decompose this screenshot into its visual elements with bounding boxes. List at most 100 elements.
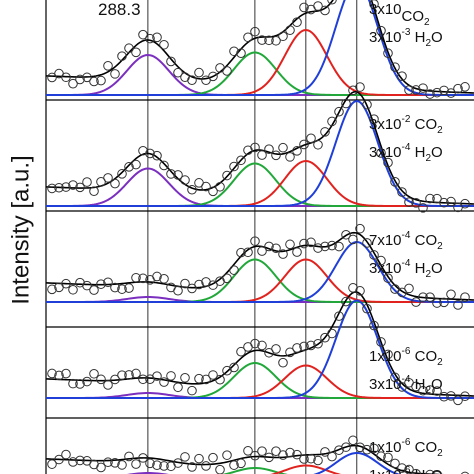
data-point [194,453,204,464]
data-point [75,74,85,85]
data-point [446,289,456,300]
data-point [341,442,351,452]
data-point [327,116,337,127]
data-point [124,370,134,380]
data-point [257,246,267,256]
data-point [236,346,246,357]
data-point [243,145,253,156]
data-point [327,451,337,462]
data-point [145,148,155,159]
data-point [425,292,435,302]
data-point [257,446,267,456]
data-point [229,460,239,470]
data-point [369,320,379,331]
data-point [215,374,225,385]
data-point [131,272,141,283]
y-axis-title: Intensity [a.u.] [2,120,42,340]
data-point [75,182,85,193]
data-point [110,282,120,293]
data-point [320,5,330,16]
data-point [47,368,57,379]
data-point [180,175,190,185]
data-point [299,238,309,249]
data-point [285,152,295,162]
condition-label: 3x10-3 H2O [369,27,443,49]
data-point [425,193,435,204]
data-point [82,177,92,187]
data-point [376,337,386,347]
data-point [89,186,99,197]
data-point [313,1,323,11]
data-point [306,237,316,248]
data-point [271,243,281,254]
condition-label: 1x10-6 CO2 [369,437,443,459]
data-point [299,2,309,13]
data-point [334,106,344,117]
condition-label: 1x10-6 CO2 [369,346,443,368]
data-point [187,462,197,472]
data-point [453,395,463,406]
data-point [236,458,246,469]
data-point [208,452,218,463]
data-point [89,76,99,87]
data-point [75,277,85,288]
data-point [110,374,120,385]
data-point [215,181,225,192]
data-point [145,33,155,44]
data-point [362,303,372,314]
data-point [355,286,365,296]
data-point [250,142,260,153]
data-point [159,461,169,471]
data-point [404,283,414,294]
data-point [362,444,372,455]
data-point [110,69,120,79]
data-point [292,146,302,156]
y-axis-label: Intensity [a.u.] [8,155,36,305]
data-point [96,279,106,289]
data-point [61,449,71,460]
data-point [194,373,204,384]
data-point [404,85,414,95]
data-point [411,297,421,307]
data-point [320,127,330,137]
spectrum-panel: 1x10-6 CO2 1x10-6 H2O [45,435,470,474]
data-point [82,376,92,387]
data-point [117,169,127,179]
condition-label: 1x10-6 H2O [369,465,443,474]
data-point [390,177,400,187]
data-point [411,197,421,208]
data-point [173,458,183,468]
data-point [460,82,470,92]
data-point [306,340,316,351]
data-point [446,196,456,207]
data-point [124,43,134,54]
data-point [320,447,330,457]
data-point [285,25,295,36]
data-point [243,446,253,456]
data-point [425,385,435,395]
data-point [292,17,302,27]
data-point [124,162,134,172]
peak-reference-lines [147,0,358,474]
data-point [341,296,351,307]
data-point [117,51,127,61]
data-point [432,470,442,474]
data-point [208,186,218,197]
data-point [453,300,463,310]
data-point [61,278,71,289]
peak-position-label: 288.3 [98,0,141,19]
data-point [397,382,407,392]
data-point [425,89,435,99]
data-point [61,368,71,379]
data-point [194,67,204,78]
data-point [54,454,64,465]
data-point [89,285,99,295]
data-point [418,385,428,396]
data-point [355,82,365,92]
data-point [47,183,57,194]
data-point [54,370,64,381]
data-point [89,368,99,379]
data-point [166,169,176,179]
